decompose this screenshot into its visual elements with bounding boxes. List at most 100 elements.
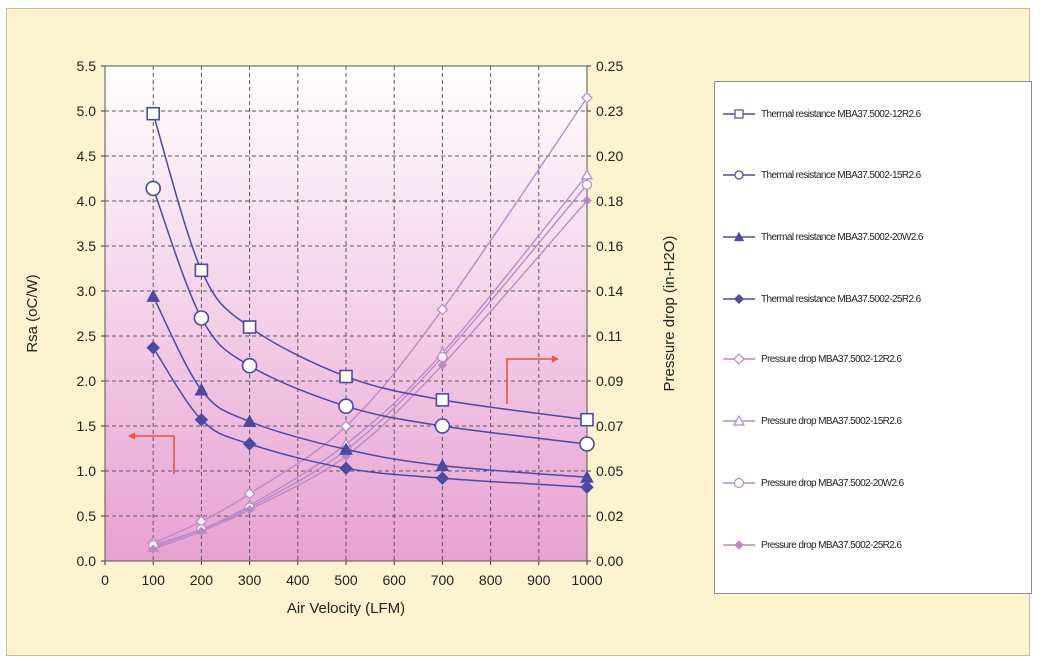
x-tick-label: 300: [238, 572, 262, 588]
legend-item: Thermal resistance MBA37.5002-25R2.6: [719, 291, 921, 307]
x-tick-label: 400: [286, 572, 310, 588]
data-point: [243, 487, 256, 500]
y2-tick-label: 0.16: [596, 238, 623, 254]
x-tick-label: 500: [334, 572, 358, 588]
plot-border: [104, 65, 588, 562]
x-tick-label: 0: [101, 572, 109, 588]
data-point: [146, 289, 161, 302]
y-tick-label: 5.5: [77, 58, 97, 74]
left-axis-arrowhead: [128, 432, 135, 440]
series-3: [146, 289, 594, 483]
legend-label: Pressure drop MBA37.5002-15R2.6: [761, 415, 902, 427]
legend-swatch: [723, 353, 755, 365]
data-point: [146, 340, 160, 355]
legend-item: Pressure drop MBA37.5002-15R2.6: [719, 413, 902, 429]
data-point: [434, 418, 451, 434]
legend-swatch: [723, 540, 755, 550]
legend-label: Pressure drop MBA37.5002-20W2.6: [761, 477, 904, 489]
series-line: [152, 188, 588, 445]
data-point: [580, 412, 594, 427]
data-point: [194, 263, 209, 278]
series: [145, 91, 595, 554]
data-point: [437, 351, 448, 363]
series-line: [152, 347, 588, 488]
legend-label: Thermal resistance MBA37.5002-12R2.6: [761, 108, 921, 120]
y-tick-label: 3.5: [77, 238, 97, 254]
y2-tick-label: 0.07: [596, 418, 623, 434]
series-4: [146, 340, 594, 494]
x-tick-label: 100: [142, 572, 166, 588]
data-point: [733, 353, 745, 365]
axis-arrows: [128, 355, 559, 474]
series-2: [145, 180, 595, 452]
x-tick-label: 1000: [571, 572, 602, 588]
axes: 0 100 200 300 400 500 600 700 800 900 1000 0.0 0.00 0…: [77, 58, 624, 588]
y2-tick-label: 0.00: [596, 553, 623, 569]
y-tick-label: 1.0: [77, 463, 97, 479]
data-point: [734, 170, 744, 180]
data-point: [581, 179, 593, 190]
series-line: [152, 113, 588, 421]
data-point: [339, 442, 353, 455]
data-point: [193, 310, 210, 326]
data-point: [734, 540, 744, 550]
data-point: [579, 436, 595, 452]
data-point: [437, 360, 448, 370]
legend-item: Pressure drop MBA37.5002-25R2.6: [719, 537, 902, 553]
y-tick-label: 1.5: [77, 418, 97, 434]
legend: Thermal resistance MBA37.5002-12R2.6 Ther…: [714, 81, 1032, 594]
data-point: [733, 231, 745, 242]
y-tick-label: 3.0: [77, 283, 97, 299]
data-point: [194, 412, 209, 427]
data-point: [580, 168, 594, 180]
legend-item: Pressure drop MBA37.5002-20W2.6: [719, 475, 904, 491]
series-1: [146, 106, 594, 427]
data-point: [732, 414, 746, 426]
y2-tick-label: 0.05: [596, 463, 623, 479]
y2-tick-label: 0.18: [596, 193, 623, 209]
y2-tick-label: 0.09: [596, 373, 623, 389]
data-point: [196, 526, 207, 537]
data-point: [194, 382, 209, 396]
data-point: [581, 91, 593, 104]
legend-item: Thermal resistance MBA37.5002-12R2.6: [719, 106, 921, 122]
data-point: [733, 477, 745, 489]
y-tick-label: 0.5: [77, 508, 97, 524]
x-tick-label: 900: [527, 572, 551, 588]
legend-label: Thermal resistance MBA37.5002-25R2.6: [761, 293, 921, 305]
right-axis-arrowhead: [552, 355, 559, 363]
data-point: [582, 195, 592, 206]
left-axis-arrow: [131, 435, 175, 474]
x-tick-label: 700: [431, 572, 455, 588]
legend-label: Thermal resistance MBA37.5002-15R2.6: [761, 169, 921, 181]
data-point: [338, 398, 354, 415]
data-point: [242, 437, 257, 451]
x-tick-label: 200: [190, 572, 214, 588]
x-tick-label: 800: [479, 572, 503, 588]
y-axis-title: Rsa (oC/W): [24, 274, 41, 352]
y-tick-label: 4.0: [77, 193, 97, 209]
legend-swatch: [723, 414, 755, 426]
data-point: [339, 461, 353, 476]
y-tick-label: 2.5: [77, 328, 97, 344]
y-tick-label: 4.5: [77, 148, 97, 164]
data-point: [435, 393, 450, 407]
data-point: [436, 303, 449, 316]
legend-item: Thermal resistance MBA37.5002-15R2.6: [719, 167, 921, 183]
y2-tick-label: 0.02: [596, 508, 623, 524]
x-axis-title: Air Velocity (LFM): [287, 600, 405, 617]
data-point: [340, 420, 352, 433]
legend-label: Pressure drop MBA37.5002-12R2.6: [761, 353, 902, 365]
legend-label: Pressure drop MBA37.5002-25R2.6: [761, 539, 902, 551]
y2-tick-label: 0.11: [596, 328, 622, 344]
data-point: [146, 106, 160, 121]
y-tick-label: 2.0: [77, 373, 97, 389]
legend-swatch: [723, 170, 755, 180]
chart: 0 100 200 300 400 500 600 700 800 900 1000 0.0 0.00 0…: [24, 58, 678, 617]
y2-tick-label: 0.23: [596, 103, 623, 119]
x-tick-label: 600: [383, 572, 407, 588]
y-tick-label: 0.0: [77, 553, 97, 569]
data-point: [242, 320, 257, 334]
data-point: [242, 414, 257, 427]
data-point: [734, 109, 744, 119]
